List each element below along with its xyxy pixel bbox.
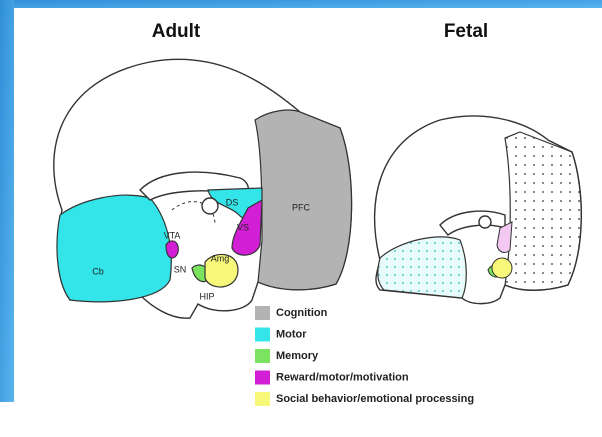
legend-label: Social behavior/emotional processing xyxy=(276,393,474,405)
title-adult: Adult xyxy=(152,21,201,42)
adult-brain xyxy=(53,58,353,319)
region-label: VTA xyxy=(164,230,181,240)
region-label: VS xyxy=(237,222,249,232)
legend: Cognition Motor Memory Reward/motor/motivat… xyxy=(255,306,474,406)
legend-label: Reward/motor/motivation xyxy=(276,371,409,383)
legend-label: Motor xyxy=(276,328,307,340)
legend-swatch xyxy=(255,370,270,385)
legend-swatch xyxy=(255,306,270,320)
legend-swatch xyxy=(255,349,270,363)
legend-swatch xyxy=(255,392,270,406)
legend-label: Cognition xyxy=(276,307,328,319)
region-label: Amg xyxy=(211,253,230,263)
title-fetal: Fetal xyxy=(444,21,488,42)
region-label: HIP xyxy=(199,291,214,301)
legend-swatch xyxy=(255,327,270,342)
fetal-brain xyxy=(373,115,582,305)
region-label: Cb xyxy=(92,266,104,276)
top-band xyxy=(0,0,602,8)
region-label: PFC xyxy=(292,202,311,212)
left-band xyxy=(0,0,14,402)
region-label: DS xyxy=(226,197,239,207)
legend-label: Memory xyxy=(276,350,319,362)
region-label: SN xyxy=(174,264,187,274)
